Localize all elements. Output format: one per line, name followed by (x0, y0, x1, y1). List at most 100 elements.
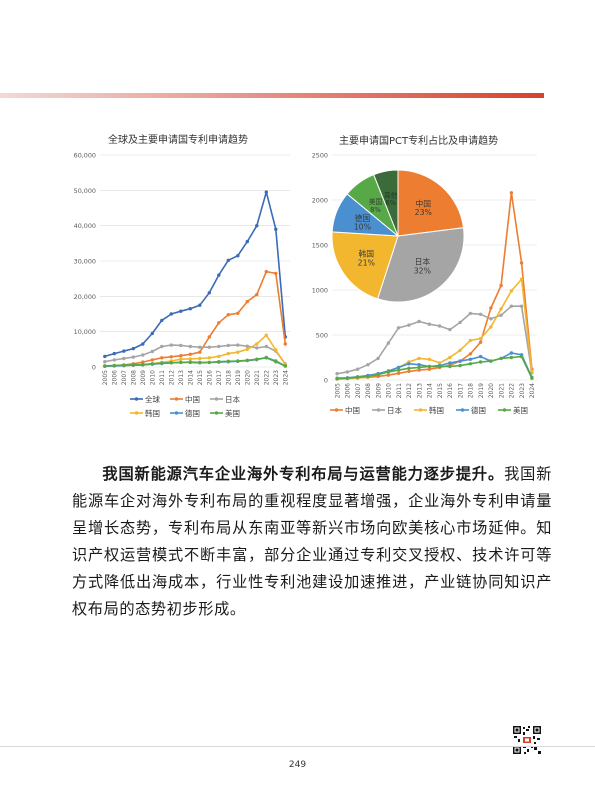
data-point (489, 325, 493, 329)
legend-label: 德国 (185, 408, 200, 418)
data-point (131, 346, 135, 351)
y-tick-label: 20,000 (74, 293, 96, 301)
y-tick-label: 0 (92, 364, 96, 372)
qr-code-icon (512, 725, 542, 755)
data-point (335, 377, 339, 381)
data-point (427, 367, 432, 371)
data-point (519, 277, 524, 281)
legend-marker (134, 411, 139, 415)
data-point (217, 360, 221, 364)
x-tick-label: 2010 (386, 383, 393, 398)
series-line-日本 (336, 305, 533, 375)
legend-marker (502, 408, 507, 412)
chart2-svg: 0 500 1000 1500 2000 2500 2005 2006 2007 2008 2009… (312, 152, 537, 415)
data-point (437, 364, 442, 369)
data-point (458, 363, 462, 368)
y-tick-label: 2500 (312, 152, 328, 160)
legend-label: 美国 (225, 408, 240, 418)
pie-slice-其他 (373, 169, 399, 237)
data-point (179, 360, 183, 365)
data-point (509, 351, 514, 355)
legend-marker (376, 408, 381, 412)
legend-marker (174, 411, 179, 415)
data-point (417, 363, 421, 367)
x-tick-label: 2013 (178, 370, 185, 385)
data-point (122, 356, 126, 361)
data-point (264, 356, 268, 360)
x-tick-label: 2009 (375, 383, 382, 398)
data-point (198, 350, 202, 354)
data-point (437, 361, 442, 365)
data-point (103, 360, 107, 364)
data-point (160, 356, 164, 360)
data-point (489, 317, 493, 321)
data-point (427, 364, 432, 369)
x-tick-label: 2021 (254, 370, 261, 385)
data-point (236, 350, 240, 354)
data-point (335, 372, 339, 376)
legend-label: 中国 (185, 394, 200, 404)
header-accent-bar (0, 93, 544, 98)
pie-label-percent: 21% (358, 258, 375, 267)
data-point (160, 318, 164, 323)
data-point (198, 356, 202, 361)
data-point (345, 370, 350, 374)
data-point (499, 356, 503, 361)
data-point (386, 373, 391, 377)
data-point (112, 358, 116, 362)
data-point (448, 361, 452, 365)
data-point (226, 313, 230, 317)
data-point (217, 273, 221, 277)
data-point (179, 343, 183, 348)
data-point (226, 359, 230, 363)
x-tick-label: 2015 (437, 383, 444, 398)
legend-marker (134, 397, 139, 401)
x-tick-label: 2017 (457, 383, 464, 398)
data-point (245, 239, 249, 244)
data-point (478, 354, 483, 359)
x-tick-label: 2007 (121, 370, 128, 385)
data-point (274, 360, 278, 364)
legend-label: 日本 (225, 394, 240, 404)
data-point (407, 366, 411, 370)
data-point (141, 342, 145, 346)
x-tick-label: 2023 (273, 370, 280, 385)
data-point (150, 331, 154, 336)
data-point (264, 344, 268, 349)
data-point (122, 363, 126, 367)
data-point (103, 364, 107, 368)
data-point (131, 355, 135, 359)
pie-label-name: 美国 (369, 197, 383, 206)
x-tick-label: 2020 (244, 370, 251, 385)
data-point (478, 336, 483, 341)
legend-marker (214, 411, 219, 415)
data-point (283, 364, 287, 368)
data-point (386, 370, 391, 374)
data-point (499, 307, 503, 311)
data-point (396, 326, 401, 330)
y-tick-label: 1500 (312, 242, 328, 250)
data-point (207, 356, 211, 360)
paragraph-body: 我国新能源车企对海外专利布局的重视程度显著增强，企业海外专利申请量呈增长态势，专… (72, 465, 552, 618)
data-point (366, 363, 370, 367)
data-point (396, 365, 401, 370)
data-point (530, 376, 534, 380)
data-point (131, 363, 135, 367)
data-point (122, 349, 126, 353)
data-point (427, 357, 432, 361)
data-point (489, 359, 493, 363)
data-point (198, 345, 202, 349)
data-point (112, 363, 116, 368)
y-tick-label: 10,000 (74, 328, 96, 336)
legend-item: 全球 (130, 394, 160, 404)
y-tick-label: 0 (324, 377, 328, 385)
pie-label-name: 其他 (384, 190, 398, 199)
legend-label: 韩国 (145, 408, 160, 418)
data-point (274, 271, 278, 276)
chart1-plot: 0 10,000 20,000 30,000 40,000 50,000 60,000 200… (74, 152, 290, 418)
data-point (478, 360, 483, 364)
legend-marker (460, 408, 465, 412)
x-tick-label: 2007 (355, 383, 362, 398)
data-point (264, 269, 268, 274)
data-point (198, 303, 202, 307)
